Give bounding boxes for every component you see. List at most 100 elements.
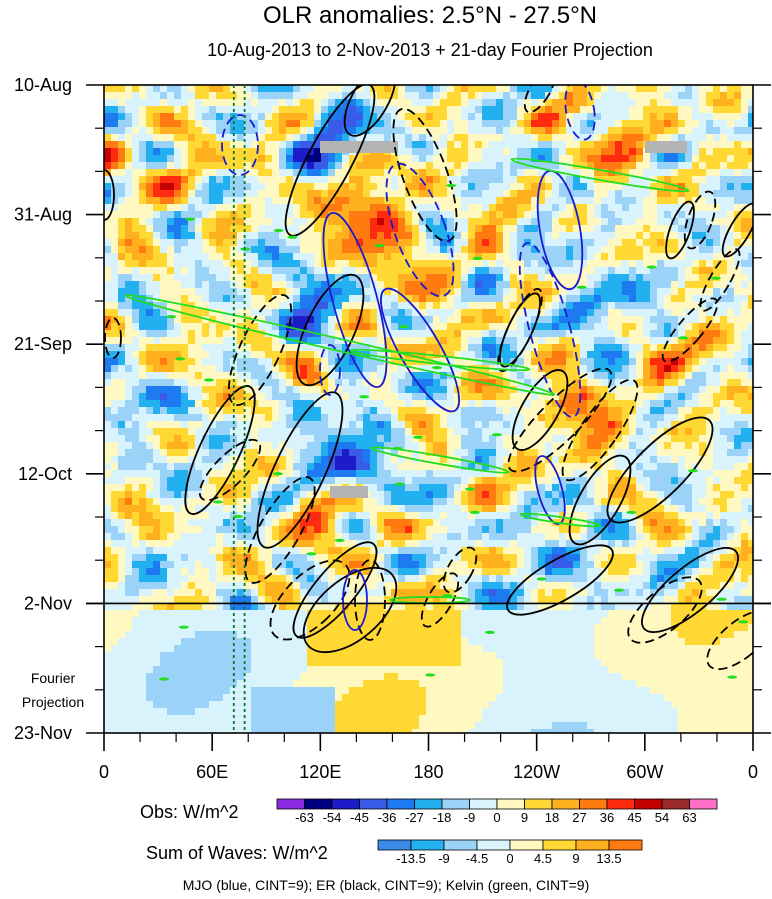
er-dashed-contour-17	[683, 190, 717, 250]
mjo-solid-contour-4	[534, 455, 566, 525]
chart-title: OLR anomalies: 2.5°N - 27.5°N	[262, 2, 597, 29]
er-solid-contour-16	[343, 85, 397, 137]
er-dashed-contour-5	[244, 476, 316, 584]
waves-colorbar-level-label: -13.5	[396, 851, 426, 866]
x-tick-label: 60W	[626, 762, 663, 782]
kelvin-small-contour-21	[306, 552, 317, 556]
kelvin-small-contour-38	[646, 265, 657, 269]
missing-data-mark-3	[330, 486, 368, 498]
er-dashed-contour-11	[661, 297, 719, 363]
y-tick-label: 2-Nov	[24, 593, 72, 613]
er-solid-contour-4	[256, 391, 344, 549]
obs-colorbar-swatch-6	[414, 798, 443, 810]
kelvin-small-contour-14	[178, 625, 189, 629]
obs-colorbar-level-label: -36	[378, 810, 397, 825]
kelvin-small-contour-2	[273, 228, 284, 233]
x-tick-label: 60E	[196, 762, 228, 782]
kelvin-small-contour-24	[716, 597, 727, 601]
kelvin-small-contour-26	[469, 510, 480, 514]
er-dashed-contour-3	[227, 294, 293, 406]
waves-colorbar-swatch-2	[410, 839, 445, 851]
kelvin-small-contour-16	[175, 357, 186, 361]
obs-colorbar-swatch-1	[276, 798, 305, 810]
kelvin-small-contour-20	[412, 435, 423, 439]
waves-colorbar-level-label: 4.5	[534, 851, 552, 866]
waves-colorbar-level-label: 0	[506, 851, 513, 866]
er-solid-contour-10	[641, 547, 739, 633]
kelvin-small-contour-5	[287, 235, 298, 239]
y-tick-label: 10-Aug	[14, 75, 72, 95]
er-dashed-contour-14	[627, 576, 703, 644]
er-dashed-contour-6	[354, 559, 386, 641]
er-dashed-contour-18	[104, 317, 122, 359]
waves-colorbar-swatch-1	[377, 839, 412, 851]
er-solid-contour-11	[511, 369, 569, 451]
chart-subtitle: 10-Aug-2013 to 2-Nov-2013 + 21-day Fouri…	[207, 40, 653, 60]
kelvin-small-contour-23	[166, 315, 177, 319]
obs-colorbar-swatch-5	[386, 798, 415, 810]
kelvin-small-contour-19	[203, 378, 214, 382]
obs-colorbar-level-label: 27	[572, 810, 586, 825]
er-solid-contour-15	[104, 169, 115, 221]
waves-colorbar-swatch-3	[443, 839, 478, 851]
kelvin-small-contour-34	[484, 630, 495, 634]
er-solid-contour-6	[302, 566, 398, 654]
obs-colorbar-level-label: 63	[682, 810, 696, 825]
obs-colorbar-level-label: 18	[545, 810, 559, 825]
obs-colorbar-swatch-8	[469, 798, 498, 810]
kelvin-small-contour-12	[442, 594, 453, 598]
y-tick-label: 23-Nov	[14, 723, 72, 743]
er-dashed-contour-8	[420, 572, 460, 628]
y-tick-label: 31-Aug	[14, 205, 72, 225]
er-dashed-contour-9	[507, 367, 613, 473]
kelvin-small-contour-39	[185, 217, 196, 221]
obs-colorbar-level-label: -45	[350, 810, 369, 825]
er-dashed-contour-10	[561, 378, 639, 482]
obs-colorbar-swatch-9	[496, 798, 525, 810]
er-solid-contour-7	[506, 544, 614, 616]
obs-colorbar-level-label: -54	[323, 810, 342, 825]
waves-colorbar-swatch-5	[509, 839, 544, 851]
er-solid-contour-1	[284, 85, 376, 237]
obs-colorbar-label: Obs: W/m^2	[140, 802, 239, 822]
mjo-dashed-contour-1	[385, 162, 455, 298]
kelvin-small-contour-1	[394, 482, 405, 486]
olr-anomaly-field	[104, 85, 753, 733]
projection-label-line2: Projection	[21, 694, 85, 710]
kelvin-small-contour-30	[432, 366, 443, 370]
obs-colorbar-swatch-14	[634, 798, 663, 810]
kelvin-small-contour-9	[491, 433, 502, 437]
kelvin-small-contour-32	[334, 538, 345, 542]
axes: 10-Aug 31-Aug 21-Sep 12-Oct 2-Nov 23-Nov 0 60E 1…	[14, 75, 771, 782]
er-dashed-contour-15	[706, 609, 753, 671]
obs-colorbar-swatch-12	[579, 798, 608, 810]
contour-note: MJO (blue, CINT=9); ER (black, CINT=9); …	[182, 877, 590, 893]
missing-data-mark-2	[645, 141, 687, 153]
kelvin-small-contour-15	[272, 472, 283, 476]
kelvin-small-contour-35	[159, 677, 170, 681]
obs-colorbar-swatch-10	[524, 798, 553, 810]
y-tick-label: 12-Oct	[18, 464, 72, 484]
er-solid-contour-2	[295, 273, 365, 387]
obs-colorbar-level-label: 9	[521, 810, 528, 825]
obs-colorbar-level-label: -63	[295, 810, 314, 825]
mjo-solid-contour-1	[322, 211, 388, 389]
x-tick-label: 120W	[513, 762, 560, 782]
kelvin-contour-3	[349, 348, 531, 372]
obs-colorbar-swatch-15	[661, 798, 690, 810]
colorbars: -63 -54 -45 -36 -27 -18 -9 0 9 18 27 36 45 54 63-13.5-…	[276, 798, 718, 866]
er-dashed-contour-16	[442, 546, 478, 594]
kelvin-small-contour-36	[536, 577, 547, 581]
waves-colorbar-swatch-6	[542, 839, 577, 851]
er-solid-contour-9	[568, 454, 632, 546]
kelvin-contour-1	[124, 294, 556, 396]
waves-colorbar-level-label: -4.5	[466, 851, 488, 866]
obs-colorbar-level-label: -27	[405, 810, 424, 825]
er-solid-contour-13	[665, 200, 695, 260]
kelvin-small-contour-22	[738, 620, 749, 624]
kelvin-small-contour-8	[687, 469, 698, 473]
kelvin-small-contour-7	[359, 395, 370, 399]
waves-colorbar-level-label: -9	[438, 851, 450, 866]
kelvin-small-contour-28	[464, 487, 475, 491]
mjo-dashed-contour-5	[319, 344, 341, 396]
